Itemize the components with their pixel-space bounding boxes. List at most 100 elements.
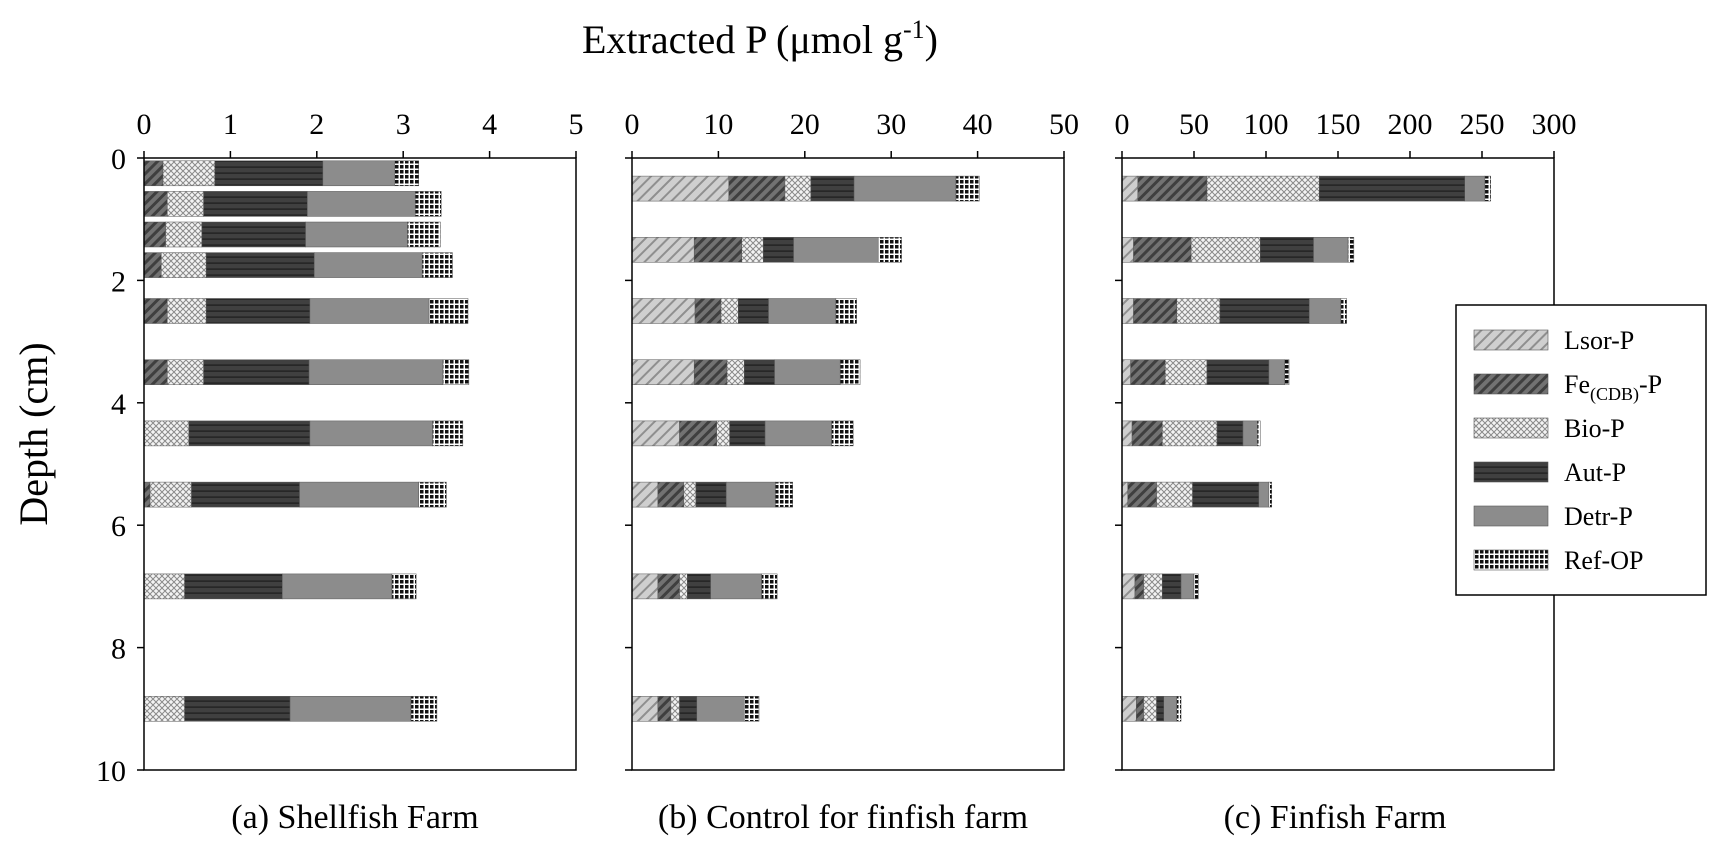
figure-title: Extracted P (μmol g-1) [582, 15, 938, 62]
bar-detr-segment [853, 175, 957, 202]
bar-fe-segment [694, 298, 722, 324]
bar-lsor-segment [1121, 175, 1139, 202]
y-tick-label: 6 [111, 510, 126, 543]
bar-fe-segment [143, 481, 151, 508]
bar-lsor-segment [1121, 696, 1137, 722]
legend: Lsor-P Fe(CDB)-P Bio-P Aut-P Detr-P Ref-OP [1455, 304, 1707, 596]
y-tick-label: 0 [111, 143, 126, 176]
bar-ref-segment [831, 420, 854, 447]
bar-bio-segment [726, 359, 745, 385]
bar-detr-segment [1242, 420, 1258, 447]
bar-detr-segment [1258, 481, 1270, 508]
bar-fe-segment [1127, 481, 1157, 508]
x-tick-label: 10 [703, 108, 733, 141]
panel-b: 0 10 20 30 40 50 (b) Control for finfish farm [625, 108, 1080, 836]
bar-aut-segment [744, 359, 775, 385]
x-tick-label: 5 [569, 108, 584, 141]
bar-bio-segment [161, 252, 207, 278]
bar-aut-segment [729, 420, 766, 447]
bar-aut-segment [1216, 420, 1244, 447]
bar-fe-segment [693, 359, 728, 385]
bar-detr-segment [696, 696, 745, 722]
bar-lsor-segment [631, 175, 730, 202]
legend-label-ref: Ref-OP [1564, 546, 1643, 575]
bar-detr-segment [1180, 573, 1195, 600]
bar-aut-segment [203, 359, 310, 385]
bar-lsor-segment [1121, 237, 1134, 263]
bar-aut-segment [201, 221, 306, 248]
bar-lsor-segment [631, 696, 659, 722]
legend-label-aut: Aut-P [1564, 458, 1626, 487]
y-tick-label: 8 [111, 633, 126, 666]
bar-detr-segment [309, 298, 430, 324]
x-tick-label: 0 [137, 108, 152, 141]
legend-swatch-bio [1473, 417, 1549, 439]
bar-bio-segment [165, 221, 203, 248]
bar-detr-segment [313, 252, 423, 278]
bar-bio-segment [167, 191, 204, 217]
bar-lsor-segment [1121, 298, 1134, 324]
bar-detr-segment [289, 696, 412, 722]
bar-fe-segment [693, 237, 742, 263]
bar-ref-segment [775, 481, 793, 508]
x-tick-label: 4 [482, 108, 497, 141]
bar-ref-segment [1484, 175, 1491, 202]
bar-detr-segment [308, 359, 444, 385]
bar-fe-segment [657, 481, 685, 508]
panel-c-label: (c) Finfish Farm [1224, 799, 1447, 836]
legend-box [1455, 304, 1707, 596]
bar-bio-segment [741, 237, 764, 263]
bar-detr-segment [1313, 237, 1349, 263]
bar-ref-segment [418, 481, 447, 508]
bar-bio-segment [143, 573, 185, 600]
bar-aut-segment [738, 298, 769, 324]
bar-lsor-segment [1121, 573, 1136, 600]
panel-a-bars [143, 160, 470, 722]
legend-swatch-aut [1473, 461, 1549, 483]
bar-ref-segment [1268, 481, 1273, 508]
x-tick-label: 40 [963, 108, 993, 141]
bar-detr-segment [793, 237, 879, 263]
bar-fe-segment [1133, 237, 1192, 263]
bar-bio-segment [716, 420, 730, 447]
panel-b-bars [631, 175, 980, 722]
bar-bio-segment [683, 481, 697, 508]
bar-ref-segment [421, 252, 453, 278]
bar-bio-segment [1164, 359, 1208, 385]
bar-detr-segment [768, 298, 837, 324]
bar-bio-segment [1190, 237, 1261, 263]
x-tick-label: 1 [223, 108, 238, 141]
bar-aut-segment [184, 696, 291, 722]
bar-bio-segment [167, 359, 204, 385]
bar-detr-segment [1308, 298, 1342, 324]
bar-ref-segment [955, 175, 980, 202]
bar-fe-segment [1133, 298, 1177, 324]
panel-c-bars [1121, 175, 1491, 722]
panel-a-yticks: 0 2 4 6 8 10 [96, 143, 144, 788]
bar-fe-segment [657, 696, 672, 722]
bar-detr-segment [305, 221, 408, 248]
x-tick-label: 30 [876, 108, 906, 141]
bar-aut-segment [1206, 359, 1270, 385]
bar-bio-segment [1206, 175, 1320, 202]
bar-fe-segment [728, 175, 786, 202]
bar-aut-segment [191, 481, 300, 508]
bar-aut-segment [763, 237, 794, 263]
bar-ref-segment [1193, 573, 1199, 600]
bar-aut-segment [1192, 481, 1260, 508]
bar-ref-segment [415, 191, 442, 217]
bar-detr-segment [1163, 696, 1177, 722]
bar-detr-segment [764, 420, 832, 447]
y-tick-label: 2 [111, 265, 126, 298]
bar-aut-segment [1156, 696, 1165, 722]
x-tick-label: 3 [396, 108, 411, 141]
bar-lsor-segment [631, 573, 659, 600]
x-tick-label: 20 [790, 108, 820, 141]
x-tick-label: 200 [1388, 108, 1433, 141]
bar-ref-segment [839, 359, 861, 385]
bar-aut-segment [1162, 573, 1182, 600]
bar-fe-segment [679, 420, 717, 447]
bar-fe-segment [143, 221, 166, 248]
bar-bio-segment [167, 298, 207, 324]
bar-bio-segment [149, 481, 192, 508]
